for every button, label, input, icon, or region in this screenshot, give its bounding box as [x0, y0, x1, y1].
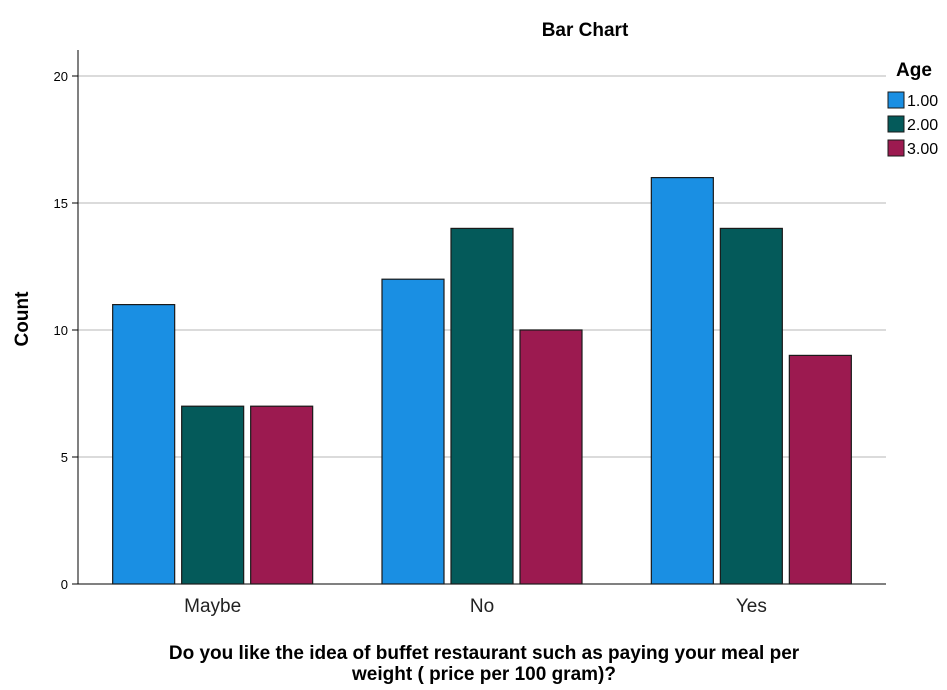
y-tick-label: 0: [61, 577, 68, 592]
bars: [112, 177, 852, 585]
legend-entry-label: 1.00: [907, 93, 938, 110]
y-tick-label: 10: [54, 323, 68, 338]
y-tick-label: 5: [61, 450, 68, 465]
legend: Age 1.00 2.00 3.00: [887, 60, 938, 158]
legend-swatch-3.00: [887, 139, 905, 157]
x-tick-label: Maybe: [184, 596, 241, 617]
y-tick-label: 20: [54, 69, 68, 84]
bar-yes-age-2.00: [719, 227, 783, 585]
legend-swatch-1.00: [887, 91, 905, 109]
legend-title: Age: [896, 60, 932, 81]
y-tick-label: 15: [54, 196, 68, 211]
y-axis-label: Count: [12, 291, 33, 347]
legend-swatch-2.00: [887, 115, 905, 133]
x-axis-label-line-1: Do you like the idea of buffet restauran…: [169, 643, 800, 664]
legend-entry-label: 2.00: [907, 117, 938, 134]
legend-entry-label: 3.00: [907, 141, 938, 158]
bar-yes-age-3.00: [788, 354, 852, 585]
bar-maybe-age-1.00: [112, 304, 176, 585]
bar-no-age-1.00: [381, 278, 445, 585]
bar-yes-age-1.00: [650, 177, 714, 585]
x-tick-label: Yes: [736, 596, 767, 617]
bar-maybe-age-2.00: [181, 405, 245, 585]
bar-maybe-age-3.00: [250, 405, 314, 585]
chart-title: Bar Chart: [542, 20, 629, 41]
bar-no-age-2.00: [450, 227, 514, 585]
x-axis-label-line-2: weight ( price per 100 gram)?: [351, 664, 616, 685]
x-tick-label: No: [470, 596, 494, 617]
bar-no-age-3.00: [519, 329, 583, 585]
tick-labels: 0 5 10 15 20 Maybe No Yes: [54, 69, 767, 617]
